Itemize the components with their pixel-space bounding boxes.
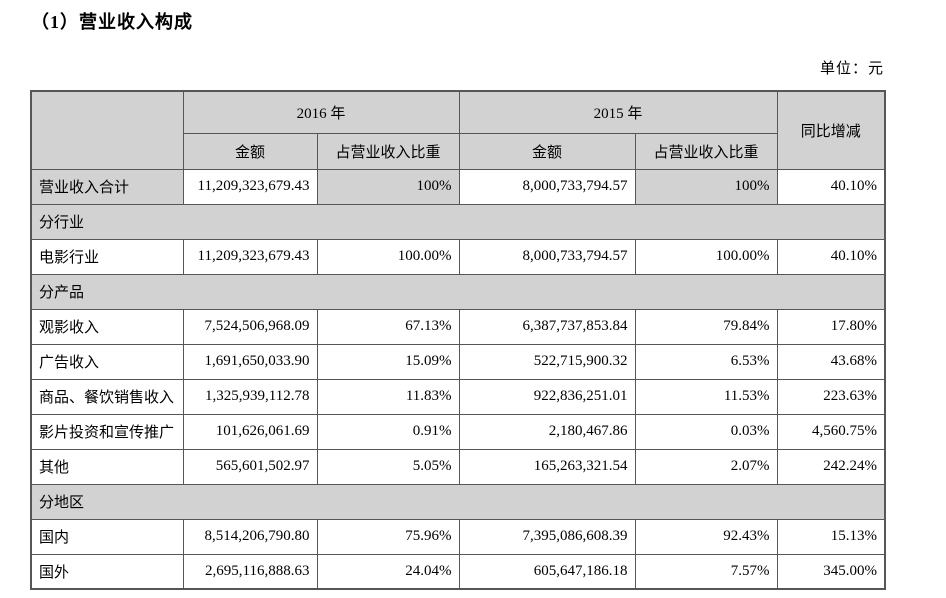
cell-share-2015: 6.53% [634,343,778,380]
cell-share-2016: 5.05% [316,448,460,485]
cell-share-2016: 100% [316,168,460,205]
cell-amount-2016: 565,601,502.97 [182,448,318,485]
row-label: 影片投资和宣传推广 [30,413,184,450]
cell-amount-2015: 522,715,900.32 [458,343,636,380]
table-row-total: 营业收入合计 11,209,323,679.43 100% 8,000,733,… [30,168,886,205]
cell-share-2015: 92.43% [634,518,778,555]
header-year-2015: 2015 年 [458,90,778,134]
cell-yoy: 17.80% [776,308,886,345]
cell-yoy: 4,560.75% [776,413,886,450]
cell-amount-2016: 11,209,323,679.43 [182,238,318,275]
cell-amount-2016: 101,626,061.69 [182,413,318,450]
cell-share-2016: 15.09% [316,343,460,380]
section-row-product: 分产品 [30,273,886,310]
header-year-2016: 2016 年 [182,90,460,134]
cell-share-2016: 75.96% [316,518,460,555]
header-corner-cell [30,90,184,170]
unit-note: 单位：元 [819,61,884,77]
cell-share-2015: 7.57% [634,553,778,590]
cell-amount-2015: 605,647,186.18 [458,553,636,590]
header-yoy: 同比增减 [776,90,886,170]
cell-share-2016: 24.04% [316,553,460,590]
cell-share-2015: 79.84% [634,308,778,345]
cell-amount-2015: 165,263,321.54 [458,448,636,485]
table-row: 国外 2,695,116,888.63 24.04% 605,647,186.1… [30,553,886,590]
cell-amount-2016: 8,514,206,790.80 [182,518,318,555]
table-row: 广告收入 1,691,650,033.90 15.09% 522,715,900… [30,343,886,380]
row-label: 国内 [30,518,184,555]
section-label: 分产品 [30,273,886,310]
row-label: 广告收入 [30,343,184,380]
cell-yoy: 242.24% [776,448,886,485]
page-title: （1）营业收入构成 [31,12,193,32]
row-label: 商品、餐饮销售收入 [30,378,184,415]
revenue-composition-table: 2016 年 2015 年 同比增减 金额 占营业收入比重 金额 占营业收入比重… [30,90,887,590]
cell-yoy: 345.00% [776,553,886,590]
cell-yoy: 15.13% [776,518,886,555]
cell-amount-2015: 2,180,467.86 [458,413,636,450]
cell-yoy: 223.63% [776,378,886,415]
section-row-region: 分地区 [30,483,886,520]
cell-amount-2015: 8,000,733,794.57 [458,168,636,205]
table-row: 观影收入 7,524,506,968.09 67.13% 6,387,737,8… [30,308,886,345]
row-label: 营业收入合计 [30,168,184,205]
table-row: 国内 8,514,206,790.80 75.96% 7,395,086,608… [30,518,886,555]
table-row: 电影行业 11,209,323,679.43 100.00% 8,000,733… [30,238,886,275]
cell-amount-2015: 6,387,737,853.84 [458,308,636,345]
row-label: 其他 [30,448,184,485]
cell-share-2015: 11.53% [634,378,778,415]
cell-amount-2016: 2,695,116,888.63 [182,553,318,590]
section-label: 分行业 [30,203,886,240]
section-row-industry: 分行业 [30,203,886,240]
cell-share-2016: 67.13% [316,308,460,345]
header-row-subcolumns: 金额 占营业收入比重 金额 占营业收入比重 [31,132,885,170]
header-share-2015: 占营业收入比重 [634,132,778,170]
cell-amount-2016: 11,209,323,679.43 [182,168,318,205]
header-amount-2016: 金额 [182,132,318,170]
table-row: 影片投资和宣传推广 101,626,061.69 0.91% 2,180,467… [30,413,886,450]
cell-amount-2015: 7,395,086,608.39 [458,518,636,555]
cell-amount-2016: 1,325,939,112.78 [182,378,318,415]
header-row-years: 2016 年 2015 年 同比增减 [30,90,886,170]
row-label: 观影收入 [30,308,184,345]
header-amount-2015: 金额 [458,132,636,170]
cell-share-2016: 0.91% [316,413,460,450]
cell-share-2016: 100.00% [316,238,460,275]
row-label: 电影行业 [30,238,184,275]
cell-amount-2016: 7,524,506,968.09 [182,308,318,345]
cell-share-2015: 100% [634,168,778,205]
cell-amount-2015: 922,836,251.01 [458,378,636,415]
table-row: 其他 565,601,502.97 5.05% 165,263,321.54 2… [30,448,886,485]
cell-amount-2016: 1,691,650,033.90 [182,343,318,380]
header-share-2016: 占营业收入比重 [316,132,460,170]
cell-share-2015: 2.07% [634,448,778,485]
cell-yoy: 40.10% [776,238,886,275]
cell-yoy: 40.10% [776,168,886,205]
cell-share-2016: 11.83% [316,378,460,415]
table-row: 商品、餐饮销售收入 1,325,939,112.78 11.83% 922,83… [30,378,886,415]
cell-share-2015: 100.00% [634,238,778,275]
section-label: 分地区 [30,483,886,520]
row-label: 国外 [30,553,184,590]
cell-amount-2015: 8,000,733,794.57 [458,238,636,275]
cell-share-2015: 0.03% [634,413,778,450]
cell-yoy: 43.68% [776,343,886,380]
